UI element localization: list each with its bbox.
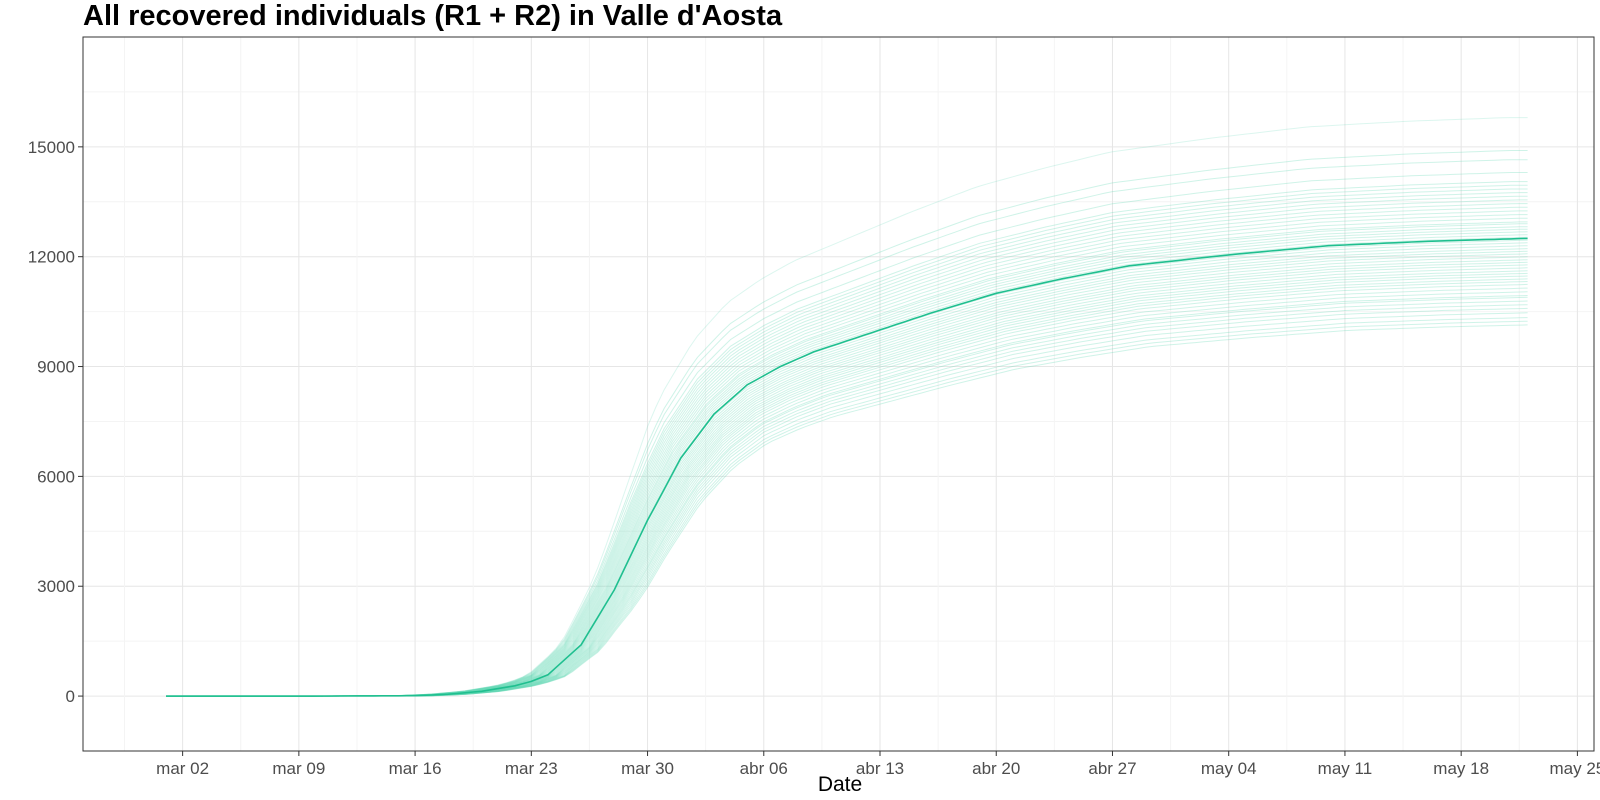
- x-tick-label: abr 13: [856, 759, 904, 778]
- ensemble-line: [166, 250, 1528, 697]
- y-tick-label: 15000: [28, 138, 75, 157]
- x-axis-title: Date: [818, 773, 862, 796]
- panel-border: [82, 36, 1595, 752]
- ensemble-line: [166, 217, 1528, 697]
- ensemble-lines: [166, 117, 1528, 697]
- ensemble-line: [166, 172, 1528, 697]
- ensemble-line: [166, 296, 1528, 697]
- x-tick-label: mar 30: [621, 759, 674, 778]
- ensemble-line: [166, 223, 1528, 697]
- x-tick-label: abr 27: [1088, 759, 1136, 778]
- x-tick-label: may 11: [1318, 759, 1373, 778]
- ensemble-line: [166, 159, 1528, 697]
- x-tick-label: may 04: [1201, 759, 1257, 778]
- y-axis: 0 3000 6000 9000 12000 15000: [28, 138, 83, 706]
- ensemble-line: [166, 150, 1528, 697]
- ensemble-line: [166, 192, 1528, 697]
- ensemble-line: [166, 199, 1528, 697]
- x-axis: mar 02 mar 09 mar 16 mar 23 mar 30 abr 06 abr …: [156, 751, 1600, 778]
- ensemble-line: [166, 291, 1528, 697]
- x-tick-label: mar 23: [505, 759, 558, 778]
- central-line: [166, 237, 1528, 697]
- y-tick-label: 9000: [37, 358, 75, 377]
- ensemble-line: [166, 324, 1528, 697]
- y-tick-label: 12000: [28, 248, 75, 267]
- x-tick-label: may 25: [1550, 759, 1600, 778]
- ensemble-line: [166, 242, 1528, 697]
- x-tick-label: may 18: [1433, 759, 1489, 778]
- ensemble-line: [166, 317, 1528, 697]
- x-tick-label: mar 02: [156, 759, 209, 778]
- ensemble-line: [166, 195, 1528, 697]
- ensemble-line: [166, 300, 1528, 697]
- ensemble-line: [166, 231, 1528, 697]
- grid: [83, 37, 1594, 751]
- chart-title: All recovered individuals (R1 + R2) in V…: [83, 0, 783, 32]
- y-tick-label: 0: [66, 687, 75, 706]
- x-tick-label: mar 16: [389, 759, 442, 778]
- ensemble-line: [166, 221, 1528, 697]
- x-tick-label: abr 20: [972, 759, 1020, 778]
- y-tick-label: 3000: [37, 577, 75, 596]
- central-series: [166, 237, 1528, 697]
- ensemble-line: [166, 203, 1528, 697]
- x-tick-label: abr 06: [740, 759, 788, 778]
- x-tick-label: mar 09: [272, 759, 325, 778]
- y-tick-label: 6000: [37, 467, 75, 486]
